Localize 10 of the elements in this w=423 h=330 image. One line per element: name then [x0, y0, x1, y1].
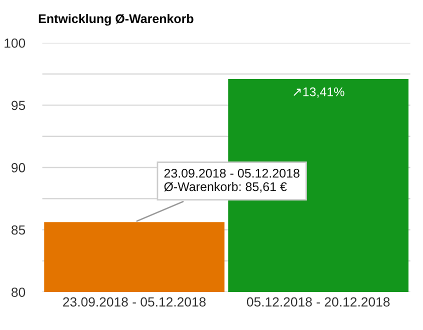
annotation: 23.09.2018 - 05.12.2018 Ø-Warenkorb: 85,61 € [164, 168, 300, 193]
x-tick-label: 05.12.2018 - 20.12.2018 [246, 297, 390, 307]
chart-title: Entwicklung Ø-Warenkorb [38, 14, 194, 26]
y-tick-label: 100 [4, 38, 26, 48]
y-tick-label: 90 [12, 163, 26, 172]
y-tick-label: 80 [12, 288, 26, 297]
x-tick-label: 23.09.2018 - 05.12.2018 [63, 297, 206, 307]
y-tick-label: 85 [12, 225, 26, 235]
y-tick-label: 95 [12, 100, 26, 110]
annotation: ↗13,41% [294, 87, 344, 98]
